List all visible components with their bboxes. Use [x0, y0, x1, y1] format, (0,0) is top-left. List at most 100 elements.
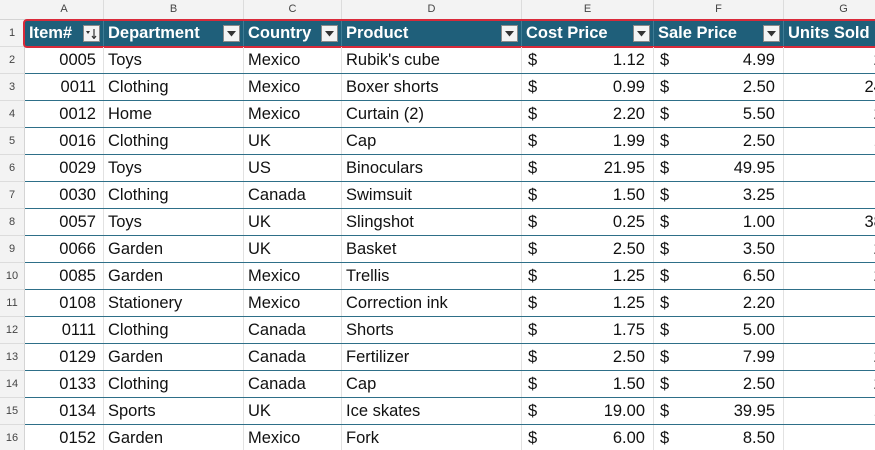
item-cell[interactable]: 0012 [25, 101, 104, 127]
item-cell[interactable]: 0085 [25, 263, 104, 289]
country-cell[interactable]: UK [244, 236, 342, 262]
header-cell-cost-price[interactable]: Cost Price [522, 20, 654, 47]
cost-price-cell[interactable]: $19.00 [522, 398, 654, 424]
item-cell[interactable]: 0016 [25, 128, 104, 154]
product-cell[interactable]: Basket [342, 236, 522, 262]
sale-price-cell[interactable]: $39.95 [654, 398, 784, 424]
header-cell-product[interactable]: Product [342, 20, 522, 47]
cost-price-cell[interactable]: $1.12 [522, 47, 654, 73]
row-header[interactable]: 12 [0, 317, 25, 344]
country-cell[interactable]: Mexico [244, 74, 342, 100]
column-header-g[interactable]: G [784, 0, 875, 19]
item-cell[interactable]: 0057 [25, 209, 104, 235]
cost-price-cell[interactable]: $21.95 [522, 155, 654, 181]
dept-cell[interactable]: Clothing [104, 182, 244, 208]
product-cell[interactable]: Fork [342, 425, 522, 450]
units-cell[interactable]: 26 [784, 371, 875, 397]
cost-price-cell[interactable]: $1.50 [522, 182, 654, 208]
header-cell-sale-price[interactable]: Sale Price [654, 20, 784, 47]
sale-price-cell[interactable]: $2.50 [654, 128, 784, 154]
row-header[interactable]: 7 [0, 182, 25, 209]
units-cell[interactable]: 25 [784, 236, 875, 262]
item-cell[interactable]: 0111 [25, 317, 104, 343]
product-cell[interactable]: Trellis [342, 263, 522, 289]
country-cell[interactable]: US [244, 155, 342, 181]
column-header-f[interactable]: F [654, 0, 784, 19]
dept-cell[interactable]: Garden [104, 263, 244, 289]
column-header-c[interactable]: C [244, 0, 342, 19]
sale-price-cell[interactable]: $2.50 [654, 74, 784, 100]
cost-price-cell[interactable]: $2.50 [522, 344, 654, 370]
cost-price-cell[interactable]: $1.99 [522, 128, 654, 154]
cost-price-cell[interactable]: $2.50 [522, 236, 654, 262]
row-header[interactable]: 2 [0, 47, 25, 74]
item-cell[interactable]: 0129 [25, 344, 104, 370]
row-header[interactable]: 15 [0, 398, 25, 425]
units-cell[interactable]: 6 [784, 317, 875, 343]
sale-price-cell[interactable]: $49.95 [654, 155, 784, 181]
units-cell[interactable]: 10 [784, 128, 875, 154]
dept-cell[interactable]: Clothing [104, 317, 244, 343]
product-cell[interactable]: Binoculars [342, 155, 522, 181]
product-cell[interactable]: Rubik's cube [342, 47, 522, 73]
item-cell[interactable]: 0133 [25, 371, 104, 397]
sale-price-cell[interactable]: $8.50 [654, 425, 784, 450]
country-cell[interactable]: Mexico [244, 263, 342, 289]
product-cell[interactable]: Correction ink [342, 290, 522, 316]
units-cell[interactable]: 24 [784, 47, 875, 73]
country-cell[interactable]: Mexico [244, 47, 342, 73]
cost-price-cell[interactable]: $0.25 [522, 209, 654, 235]
item-cell[interactable]: 0108 [25, 290, 104, 316]
sale-price-cell[interactable]: $6.50 [654, 263, 784, 289]
item-cell[interactable]: 0029 [25, 155, 104, 181]
row-header[interactable]: 11 [0, 290, 25, 317]
product-cell[interactable]: Boxer shorts [342, 74, 522, 100]
product-cell[interactable]: Swimsuit [342, 182, 522, 208]
sale-price-cell[interactable]: $1.00 [654, 209, 784, 235]
filter-button-cost-price[interactable] [633, 25, 650, 42]
row-header[interactable]: 4 [0, 101, 25, 128]
header-cell-country[interactable]: Country [244, 20, 342, 47]
dept-cell[interactable]: Garden [104, 425, 244, 450]
header-cell-item[interactable]: Item# [25, 20, 104, 47]
filter-button-department[interactable] [223, 25, 240, 42]
row-header[interactable]: 14 [0, 371, 25, 398]
sort-filter-button-item[interactable] [83, 25, 100, 42]
units-cell[interactable]: 9 [784, 290, 875, 316]
row-header[interactable]: 1 [0, 20, 25, 47]
sale-price-cell[interactable]: $5.00 [654, 317, 784, 343]
sale-price-cell[interactable]: $5.50 [654, 101, 784, 127]
dept-cell[interactable]: Garden [104, 236, 244, 262]
country-cell[interactable]: Canada [244, 371, 342, 397]
dept-cell[interactable]: Clothing [104, 371, 244, 397]
row-header[interactable]: 8 [0, 209, 25, 236]
dept-cell[interactable]: Stationery [104, 290, 244, 316]
row-header[interactable]: 9 [0, 236, 25, 263]
row-header[interactable]: 5 [0, 128, 25, 155]
product-cell[interactable]: Fertilizer [342, 344, 522, 370]
cost-price-cell[interactable]: $1.50 [522, 371, 654, 397]
row-header[interactable]: 6 [0, 155, 25, 182]
item-cell[interactable]: 0066 [25, 236, 104, 262]
header-cell-department[interactable]: Department [104, 20, 244, 47]
item-cell[interactable]: 0134 [25, 398, 104, 424]
cost-price-cell[interactable]: $1.25 [522, 263, 654, 289]
sale-price-cell[interactable]: $7.99 [654, 344, 784, 370]
sale-price-cell[interactable]: $2.50 [654, 371, 784, 397]
product-cell[interactable]: Curtain (2) [342, 101, 522, 127]
cost-price-cell[interactable]: $1.75 [522, 317, 654, 343]
country-cell[interactable]: Canada [244, 182, 342, 208]
units-cell[interactable]: 26 [784, 101, 875, 127]
units-cell[interactable]: 27 [784, 263, 875, 289]
column-header-a[interactable]: A [25, 0, 104, 19]
item-cell[interactable]: 0152 [25, 425, 104, 450]
dept-cell[interactable]: Clothing [104, 128, 244, 154]
units-cell[interactable]: 243 [784, 74, 875, 100]
dept-cell[interactable]: Sports [104, 398, 244, 424]
header-cell-units-sold[interactable]: Units Sold [784, 20, 875, 47]
country-cell[interactable]: Canada [244, 344, 342, 370]
column-header-b[interactable]: B [104, 0, 244, 19]
country-cell[interactable]: UK [244, 398, 342, 424]
dept-cell[interactable]: Home [104, 101, 244, 127]
row-header[interactable]: 13 [0, 344, 25, 371]
